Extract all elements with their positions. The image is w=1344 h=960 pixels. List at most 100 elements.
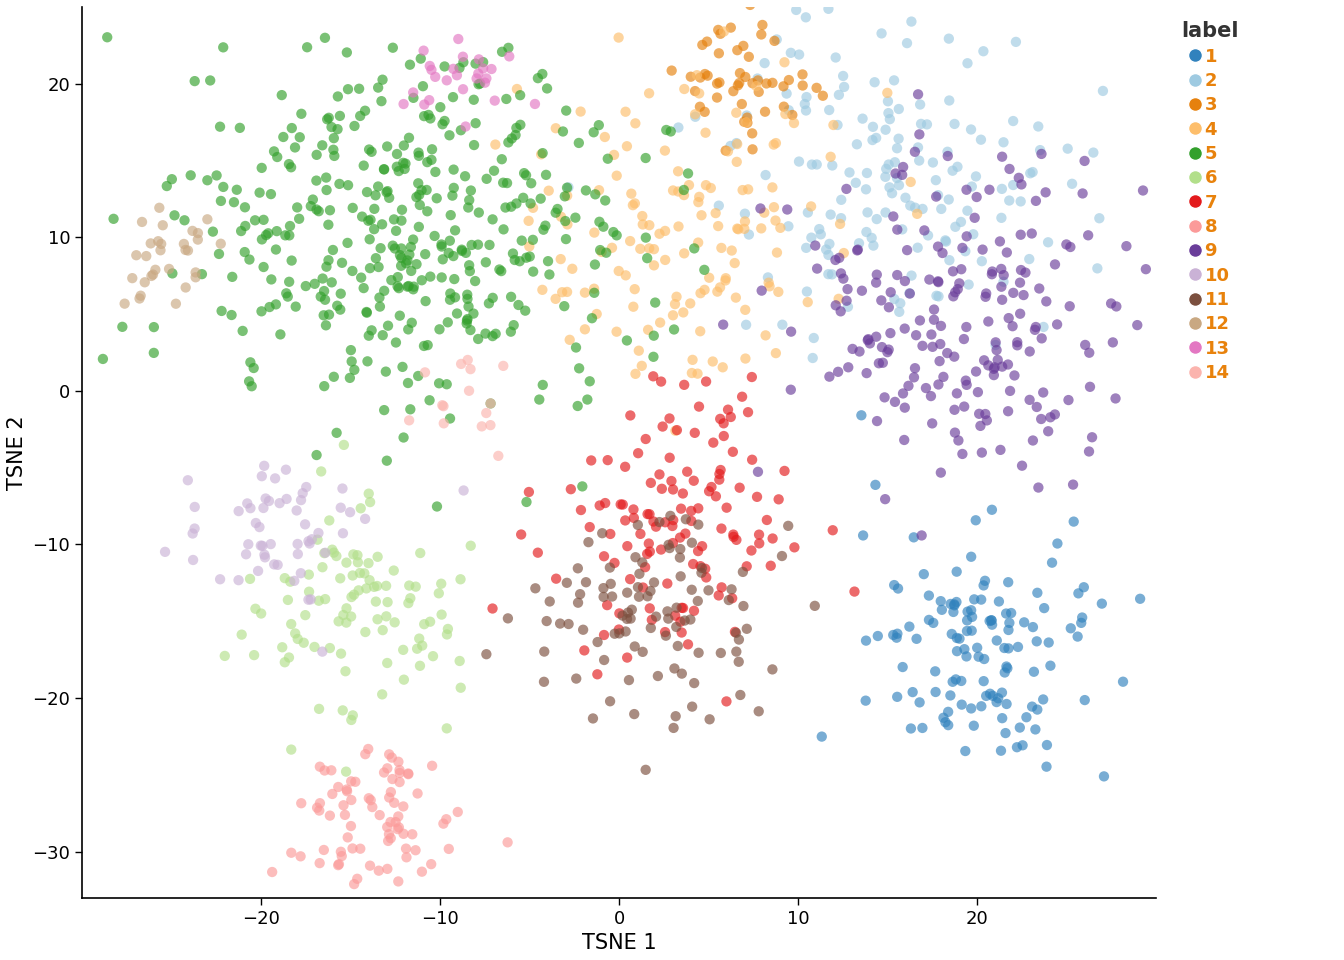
Point [950,261,972,276]
Point [726,644,747,660]
Point [624,196,645,211]
Point [707,90,728,106]
Point [156,179,177,194]
Point [676,464,698,479]
Point [737,110,758,126]
Point [992,292,1013,307]
Point [1036,759,1058,775]
Point [974,289,996,304]
Point [445,223,466,238]
Point [884,155,906,170]
Point [617,612,638,627]
Point [664,322,685,337]
Point [892,660,914,675]
Point [805,238,827,253]
Point [489,262,511,277]
Point [777,202,798,217]
Point [370,241,391,256]
Point [681,699,703,714]
Point [328,856,349,872]
Point [642,369,664,384]
Point [762,661,784,677]
Point [665,619,687,635]
Point [1007,739,1028,755]
Point [446,306,468,322]
Point [386,146,407,161]
Point [688,516,710,532]
Point [1013,287,1035,302]
Point [973,352,995,368]
Point [751,17,773,33]
Point [579,519,601,535]
Point [896,36,918,51]
Point [511,527,532,542]
Point [970,592,992,608]
Point [884,166,906,181]
Point [750,27,771,42]
Point [684,676,706,691]
Point [302,192,324,207]
Point [450,356,472,372]
Point [1042,555,1063,570]
Point [943,598,965,613]
Point [356,305,378,321]
Point [308,525,329,540]
Point [308,204,329,219]
Point [474,254,496,270]
Point [734,214,755,229]
Point [929,353,950,369]
Point [703,435,724,450]
Point [913,566,934,582]
Point [669,541,691,557]
Point [997,622,1019,637]
Point [161,172,183,187]
Point [586,666,607,682]
Point [982,368,1004,383]
Point [735,350,757,366]
Point [927,239,949,254]
Point [655,143,676,158]
Point [405,579,426,594]
Point [638,536,660,551]
Point [406,189,427,204]
Point [749,527,770,542]
Point [684,425,706,441]
Point [802,350,824,366]
Point [383,212,405,228]
Point [851,283,872,299]
Point [993,268,1015,283]
Point [677,166,699,181]
Point [812,88,833,104]
Point [305,173,327,188]
Point [323,545,344,561]
Point [1078,345,1099,360]
Point [402,827,423,842]
Point [661,473,683,489]
Point [809,222,831,237]
Point [1059,239,1081,254]
Point [794,96,816,111]
Point [607,263,629,278]
Point [688,399,710,415]
Point [1009,720,1031,735]
Point [680,612,702,627]
Point [392,138,414,154]
Point [368,290,390,305]
Point [687,235,708,251]
Point [642,514,664,529]
Point [661,518,683,534]
Point [388,308,410,324]
Point [358,741,379,756]
Point [227,572,249,588]
Point [978,613,1000,629]
Point [250,538,271,553]
Point [669,550,691,565]
Point [594,130,616,145]
Point [370,299,391,314]
Point [439,207,461,223]
Point [831,303,852,319]
Point [456,313,477,328]
Point [550,252,571,267]
Point [820,207,841,223]
Point [1025,320,1047,335]
